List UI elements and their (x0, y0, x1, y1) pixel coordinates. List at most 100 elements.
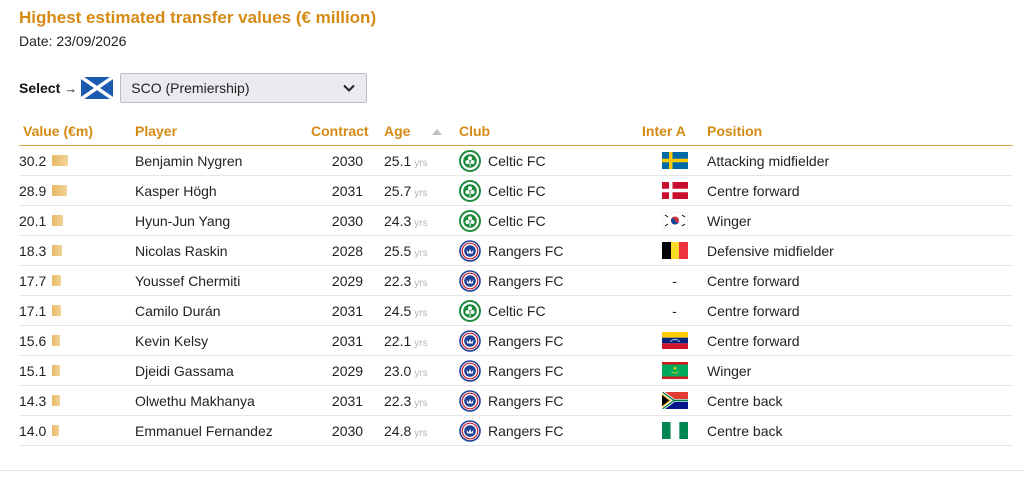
age-cell: 24.5 yrs (384, 295, 459, 326)
player-cell[interactable]: Hyun-Jun Yang (135, 205, 311, 236)
table-row[interactable]: 14.3 Olwethu Makhanya 2031 22.3 yrs Range… (19, 385, 1013, 416)
flag-south-africa-icon (661, 392, 688, 410)
col-header-value[interactable]: Value (€m) (19, 117, 135, 146)
position-cell: Defensive midfielder (707, 235, 1013, 266)
arrow-right-icon: → (64, 80, 78, 96)
position-cell: Centre forward (707, 265, 1013, 296)
player-cell[interactable]: Djeidi Gassama (135, 355, 311, 386)
player-cell[interactable]: Kevin Kelsy (135, 325, 311, 356)
col-header-player[interactable]: Player (135, 117, 311, 146)
club-name: Rangers FC (488, 242, 564, 259)
table-row[interactable]: 28.9 Kasper Högh 2031 25.7 yrs Celtic FC … (19, 175, 1013, 206)
value-text: 20.1 (19, 212, 47, 229)
page-title: Highest estimated transfer values (€ mil… (19, 8, 377, 27)
contract-cell: 2031 (311, 175, 384, 206)
rangers-crest-icon (459, 419, 481, 442)
player-cell[interactable]: Emmanuel Fernandez (135, 415, 311, 446)
contract-cell: 2030 (311, 415, 384, 446)
rangers-crest-icon (459, 269, 481, 292)
club-name: Rangers FC (488, 422, 564, 439)
age-unit: yrs (414, 187, 428, 199)
table-row[interactable]: 15.6 Kevin Kelsy 2031 22.1 yrs Rangers FC… (19, 325, 1013, 356)
club-cell[interactable]: Rangers FC (459, 265, 642, 296)
inter-cell (642, 235, 707, 266)
table-row[interactable]: 30.2 Benjamin Nygren 2030 25.1 yrs Celtic… (19, 145, 1013, 176)
inter-cell: - (642, 265, 707, 296)
value-bar (52, 275, 62, 286)
col-header-position[interactable]: Position (707, 117, 1013, 146)
celtic-crest-icon (459, 209, 481, 232)
age-value: 24.5 (384, 302, 412, 319)
value-bar (52, 335, 61, 346)
club-cell[interactable]: Celtic FC (459, 295, 642, 326)
table-row[interactable]: 15.1 Djeidi Gassama 2029 23.0 yrs Rangers… (19, 355, 1013, 386)
rangers-crest-icon (459, 239, 481, 262)
club-cell[interactable]: Celtic FC (459, 205, 642, 236)
table-row[interactable]: 17.1 Camilo Durán 2031 24.5 yrs Celtic FC… (19, 295, 1013, 326)
club-cell[interactable]: Rangers FC (459, 415, 642, 446)
club-name: Celtic FC (488, 212, 546, 229)
club-cell[interactable]: Rangers FC (459, 325, 642, 356)
col-header-age[interactable]: Age (384, 117, 459, 146)
position-cell: Centre forward (707, 175, 1013, 206)
club-name: Rangers FC (488, 392, 564, 409)
value-cell: 18.3 (19, 235, 135, 266)
celtic-crest-icon (459, 149, 481, 172)
club-cell[interactable]: Celtic FC (459, 175, 642, 206)
rangers-crest-icon (459, 359, 481, 382)
player-cell[interactable]: Camilo Durán (135, 295, 311, 326)
club-cell[interactable]: Rangers FC (459, 235, 642, 266)
value-text: 18.3 (19, 242, 47, 259)
contract-cell: 2030 (311, 205, 384, 236)
value-text: 15.1 (19, 362, 47, 379)
col-header-inter[interactable]: Inter A (642, 117, 707, 146)
league-dropdown[interactable]: SCO (Premiership) (120, 73, 368, 103)
value-bar (52, 155, 69, 166)
value-cell: 17.7 (19, 265, 135, 296)
flag-sweden-icon (661, 152, 688, 170)
flag-venezuela-icon (661, 332, 688, 350)
col-header-club[interactable]: Club (459, 117, 642, 146)
club-cell[interactable]: Celtic FC (459, 145, 642, 176)
table-row[interactable]: 14.0 Emmanuel Fernandez 2030 24.8 yrs Ran… (19, 415, 1013, 446)
contract-cell: 2031 (311, 385, 384, 416)
age-value: 25.7 (384, 182, 412, 199)
inter-cell (642, 205, 707, 236)
player-cell[interactable]: Kasper Högh (135, 175, 311, 206)
contract-cell: 2028 (311, 235, 384, 266)
age-unit: yrs (414, 247, 428, 259)
transfer-values-table: Value (€m) Player Contract Age Club Inte… (19, 117, 1013, 446)
position-cell: Attacking midfielder (707, 145, 1013, 176)
value-text: 17.1 (19, 302, 47, 319)
player-cell[interactable]: Benjamin Nygren (135, 145, 311, 176)
age-unit: yrs (414, 337, 428, 349)
value-cell: 15.1 (19, 355, 135, 386)
player-cell[interactable]: Youssef Chermiti (135, 265, 311, 296)
sort-ascending-icon[interactable] (432, 129, 443, 136)
club-name: Rangers FC (488, 332, 564, 349)
col-header-contract[interactable]: Contract (311, 117, 384, 146)
inter-cell (642, 415, 707, 446)
table-row[interactable]: 18.3 Nicolas Raskin 2028 25.5 yrs Rangers… (19, 235, 1013, 266)
flag-belgium-icon (661, 242, 688, 260)
position-cell: Centre back (707, 385, 1013, 416)
club-cell[interactable]: Rangers FC (459, 385, 642, 416)
contract-cell: 2031 (311, 295, 384, 326)
value-bar (52, 365, 61, 376)
club-cell[interactable]: Rangers FC (459, 355, 642, 386)
table-row[interactable]: 17.7 Youssef Chermiti 2029 22.3 yrs Range… (19, 265, 1013, 296)
position-cell: Winger (707, 205, 1013, 236)
age-unit: yrs (414, 307, 428, 319)
player-cell[interactable]: Olwethu Makhanya (135, 385, 311, 416)
position-cell: Centre forward (707, 325, 1013, 356)
age-value: 22.3 (384, 272, 412, 289)
age-value: 24.3 (384, 212, 412, 229)
table-row[interactable]: 20.1 Hyun-Jun Yang 2030 24.3 yrs Celtic F… (19, 205, 1013, 236)
rangers-crest-icon (459, 329, 481, 352)
no-international-caps: - (672, 302, 677, 319)
age-value: 25.5 (384, 242, 412, 259)
value-bar (52, 305, 62, 316)
player-cell[interactable]: Nicolas Raskin (135, 235, 311, 266)
chevron-down-icon (343, 84, 355, 92)
contract-cell: 2029 (311, 265, 384, 296)
